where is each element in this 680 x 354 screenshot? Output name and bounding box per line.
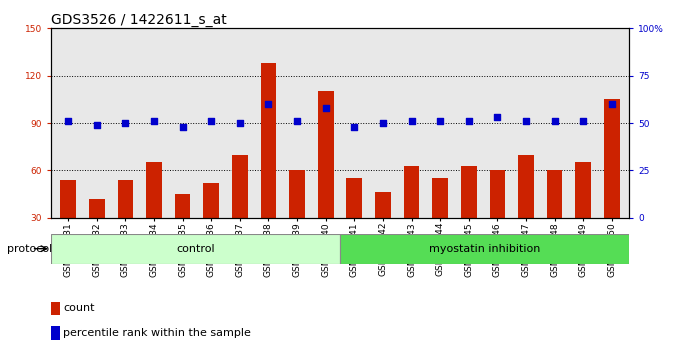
Point bbox=[63, 118, 73, 124]
Point bbox=[521, 118, 532, 124]
Point bbox=[349, 124, 360, 130]
Bar bbox=[404, 166, 420, 218]
Bar bbox=[175, 194, 190, 218]
Point bbox=[435, 118, 445, 124]
Text: GDS3526 / 1422611_s_at: GDS3526 / 1422611_s_at bbox=[51, 13, 226, 27]
Bar bbox=[89, 199, 105, 218]
Bar bbox=[289, 170, 305, 218]
Bar bbox=[61, 180, 76, 218]
Bar bbox=[575, 162, 591, 218]
Bar bbox=[604, 99, 619, 218]
Bar bbox=[318, 91, 334, 218]
Point bbox=[263, 101, 274, 107]
Point bbox=[406, 118, 417, 124]
Bar bbox=[518, 155, 534, 218]
Text: protocol: protocol bbox=[7, 244, 52, 254]
Point bbox=[578, 118, 589, 124]
Point bbox=[463, 118, 474, 124]
Point bbox=[235, 120, 245, 126]
Text: percentile rank within the sample: percentile rank within the sample bbox=[63, 328, 251, 338]
Bar bbox=[118, 180, 133, 218]
Point bbox=[292, 118, 303, 124]
Bar bbox=[203, 183, 219, 218]
Point bbox=[120, 120, 131, 126]
Text: myostatin inhibition: myostatin inhibition bbox=[429, 244, 540, 254]
Bar bbox=[340, 234, 629, 264]
Bar bbox=[432, 178, 448, 218]
Bar bbox=[490, 170, 505, 218]
Bar bbox=[260, 63, 276, 218]
Point bbox=[492, 114, 503, 120]
Text: count: count bbox=[63, 303, 95, 313]
Point bbox=[177, 124, 188, 130]
Bar bbox=[375, 193, 391, 218]
Point bbox=[320, 105, 331, 111]
Point bbox=[148, 118, 159, 124]
Point bbox=[91, 122, 102, 128]
Text: control: control bbox=[176, 244, 215, 254]
Point bbox=[549, 118, 560, 124]
Point bbox=[377, 120, 388, 126]
Bar bbox=[51, 234, 340, 264]
Point bbox=[607, 101, 617, 107]
Bar bbox=[146, 162, 162, 218]
Bar bbox=[232, 155, 248, 218]
Bar bbox=[547, 170, 562, 218]
Point bbox=[206, 118, 217, 124]
Bar bbox=[346, 178, 362, 218]
Bar bbox=[461, 166, 477, 218]
